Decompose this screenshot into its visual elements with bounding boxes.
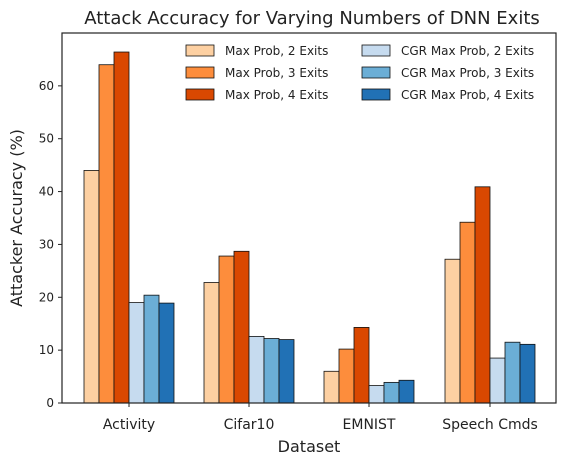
legend-swatch [185, 44, 215, 57]
bar [489, 357, 506, 404]
legend-swatch [185, 88, 215, 101]
y-axis-label: Attacker Accuracy (%) [7, 129, 26, 307]
bar [143, 294, 160, 404]
y-axis: 0 10 20 30 40 50 60 [39, 79, 62, 410]
bar [233, 250, 250, 404]
bar [113, 51, 130, 404]
x-tick-label: Activity [103, 417, 155, 433]
y-tick-label: 30 [39, 237, 54, 251]
bar [158, 302, 175, 404]
bar [474, 186, 491, 404]
bar [218, 255, 235, 404]
legend-swatch [185, 66, 215, 79]
bar [128, 302, 145, 404]
bar [278, 339, 295, 404]
bars-group [83, 51, 536, 404]
y-tick-label: 40 [39, 185, 54, 199]
bar [383, 381, 400, 404]
bar [83, 170, 100, 404]
bar [398, 379, 415, 404]
x-axis-label: Dataset [278, 437, 341, 456]
bar [263, 338, 280, 404]
legend-label: CGR Max Prob, 4 Exits [401, 88, 534, 102]
bar [459, 221, 476, 404]
legend-label: Max Prob, 4 Exits [225, 88, 328, 102]
x-tick-label: Speech Cmds [442, 417, 538, 433]
bar [338, 348, 355, 404]
x-axis: Activity Cifar10 EMNIST Speech Cmds [103, 403, 538, 433]
legend-swatch [361, 88, 391, 101]
bar [98, 64, 115, 404]
y-tick-label: 20 [39, 290, 54, 304]
legend: Max Prob, 2 Exits Max Prob, 3 Exits Max Pr… [185, 44, 534, 102]
legend-label: CGR Max Prob, 2 Exits [401, 44, 534, 58]
x-tick-label: Cifar10 [224, 417, 275, 433]
bar [444, 258, 461, 404]
x-tick-label: EMNIST [343, 417, 396, 433]
bar [504, 341, 521, 404]
bar [368, 385, 385, 404]
y-tick-label: 50 [39, 132, 54, 146]
plot-frame [61, 32, 557, 404]
y-tick-label: 60 [39, 79, 54, 93]
bar [203, 282, 220, 404]
legend-label: Max Prob, 2 Exits [225, 44, 328, 58]
legend-label: CGR Max Prob, 3 Exits [401, 66, 534, 80]
bar [519, 343, 536, 404]
legend-label: Max Prob, 3 Exits [225, 66, 328, 80]
y-tick-label: 0 [46, 396, 54, 410]
chart-title: Attack Accuracy for Varying Numbers of D… [84, 8, 540, 29]
legend-swatch [361, 66, 391, 79]
bar [353, 327, 370, 404]
legend-swatch [361, 44, 391, 57]
bar [323, 370, 340, 404]
y-tick-label: 10 [39, 343, 54, 357]
bar [248, 335, 265, 404]
